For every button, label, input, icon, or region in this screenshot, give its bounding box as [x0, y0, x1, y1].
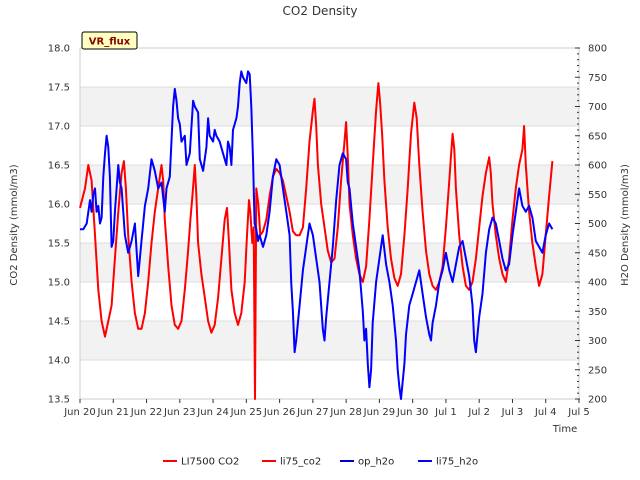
chart-title: CO2 Density	[283, 4, 358, 18]
x-tick-label: Jul 1	[434, 407, 457, 418]
x-tick-label: Jun 20	[63, 407, 96, 418]
x-tick-label: Jun 29	[363, 407, 396, 418]
right-tick-label: 200	[588, 395, 607, 406]
right-axis-label: H2O Density (mmol/m3)	[620, 164, 631, 286]
left-tick-label: 17.0	[48, 122, 70, 133]
x-tick-label: Jun 27	[296, 407, 329, 418]
x-tick-label: Jul 5	[567, 407, 590, 418]
x-tick-label: Jul 3	[501, 407, 524, 418]
x-tick-label: Jul 4	[534, 407, 557, 418]
left-tick-label: 18.0	[48, 44, 70, 55]
x-tick-label: Jun 24	[196, 407, 229, 418]
left-tick-label: 15.0	[48, 278, 70, 289]
right-axis: 200 250 300 350 400 450 500 550 600 650 700 750 800	[575, 44, 607, 406]
plot-band	[80, 87, 579, 126]
right-tick-label: 550	[588, 190, 607, 201]
left-tick-label: 16.5	[48, 161, 70, 172]
x-tick-label: Jul 2	[467, 407, 490, 418]
series-line-li75-h2o	[80, 70, 554, 400]
left-tick-label: 15.5	[48, 239, 70, 250]
x-tick-label: Jun 26	[263, 407, 296, 418]
left-tick-label: 16.0	[48, 200, 70, 211]
right-tick-label: 750	[588, 73, 607, 84]
right-tick-label: 450	[588, 248, 607, 259]
legend-label: li75_h2o	[436, 457, 478, 468]
x-axis-label: Time	[552, 424, 577, 435]
x-tick-label: Jun 21	[97, 407, 130, 418]
legend-label: li75_co2	[280, 457, 321, 468]
vr-flux-badge-label: VR_flux	[89, 37, 131, 48]
right-tick-label: 400	[588, 278, 607, 289]
x-axis: Jun 20 Jun 21 Jun 22 Jun 23 Jun 24 Jun 25 Jun …	[63, 399, 590, 418]
right-tick-label: 650	[588, 131, 607, 142]
x-tick-label: Jun 23	[163, 407, 196, 418]
vr-flux-badge: VR_flux	[81, 31, 138, 50]
legend: LI7500 CO2 li75_co2 op_h2o li75_h2o	[163, 457, 478, 468]
x-tick-label: Jun 28	[329, 407, 362, 418]
right-tick-label: 600	[588, 161, 607, 172]
legend-label: op_h2o	[358, 457, 394, 468]
series-layer	[79, 70, 554, 400]
x-tick-label: Jun 22	[130, 407, 163, 418]
left-tick-label: 13.5	[48, 395, 70, 406]
x-tick-label: Jun 25	[230, 407, 263, 418]
right-tick-label: 500	[588, 219, 607, 230]
right-tick-label: 700	[588, 102, 607, 113]
left-tick-label: 17.5	[48, 83, 70, 94]
plot-band	[80, 321, 579, 360]
plot-bands	[80, 87, 579, 360]
right-tick-label: 800	[588, 44, 607, 55]
left-axis-label: CO2 Density (mmol/m3)	[9, 164, 20, 285]
left-tick-label: 14.5	[48, 317, 70, 328]
legend-label: LI7500 CO2	[181, 457, 239, 468]
right-tick-label: 250	[588, 365, 607, 376]
x-tick-label: Jun 30	[396, 407, 429, 418]
right-tick-label: 300	[588, 336, 607, 347]
left-tick-label: 14.0	[48, 356, 70, 367]
left-axis: 13.5 14.0 14.5 15.0 15.5 16.0 16.5 17.0 17.5 18.0	[48, 44, 70, 406]
right-tick-label: 350	[588, 307, 607, 318]
